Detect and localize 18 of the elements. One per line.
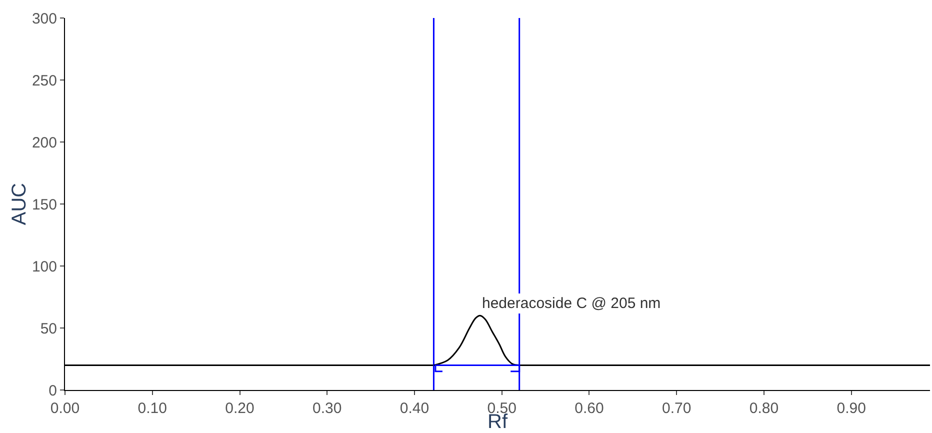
x-tick-label: 0.90 — [836, 400, 866, 417]
x-tick-label: 0.00 — [50, 400, 80, 417]
annotation: hederacoside C @ 205 nm — [482, 295, 661, 312]
y-tick-label: 250 — [32, 72, 57, 90]
y-tick-label: 150 — [32, 196, 57, 214]
x-tick-label: 0.70 — [662, 400, 692, 417]
y-tick-label: 50 — [40, 320, 57, 338]
x-tick-label: 0.20 — [225, 400, 254, 417]
x-tick-label: 0.60 — [574, 400, 604, 417]
y-tick-label: 300 — [32, 10, 57, 28]
y-tick-label: 100 — [32, 258, 57, 276]
x-tick-label: 0.30 — [312, 400, 342, 417]
x-tick-label: 0.10 — [138, 400, 167, 417]
x-tick-label: 0.40 — [400, 400, 430, 417]
y-tick-label: 0 — [48, 382, 57, 400]
x-tick-label: 0.80 — [749, 400, 779, 417]
y-tick-label: 200 — [32, 134, 57, 152]
y-axis-title: AUC — [8, 182, 30, 226]
